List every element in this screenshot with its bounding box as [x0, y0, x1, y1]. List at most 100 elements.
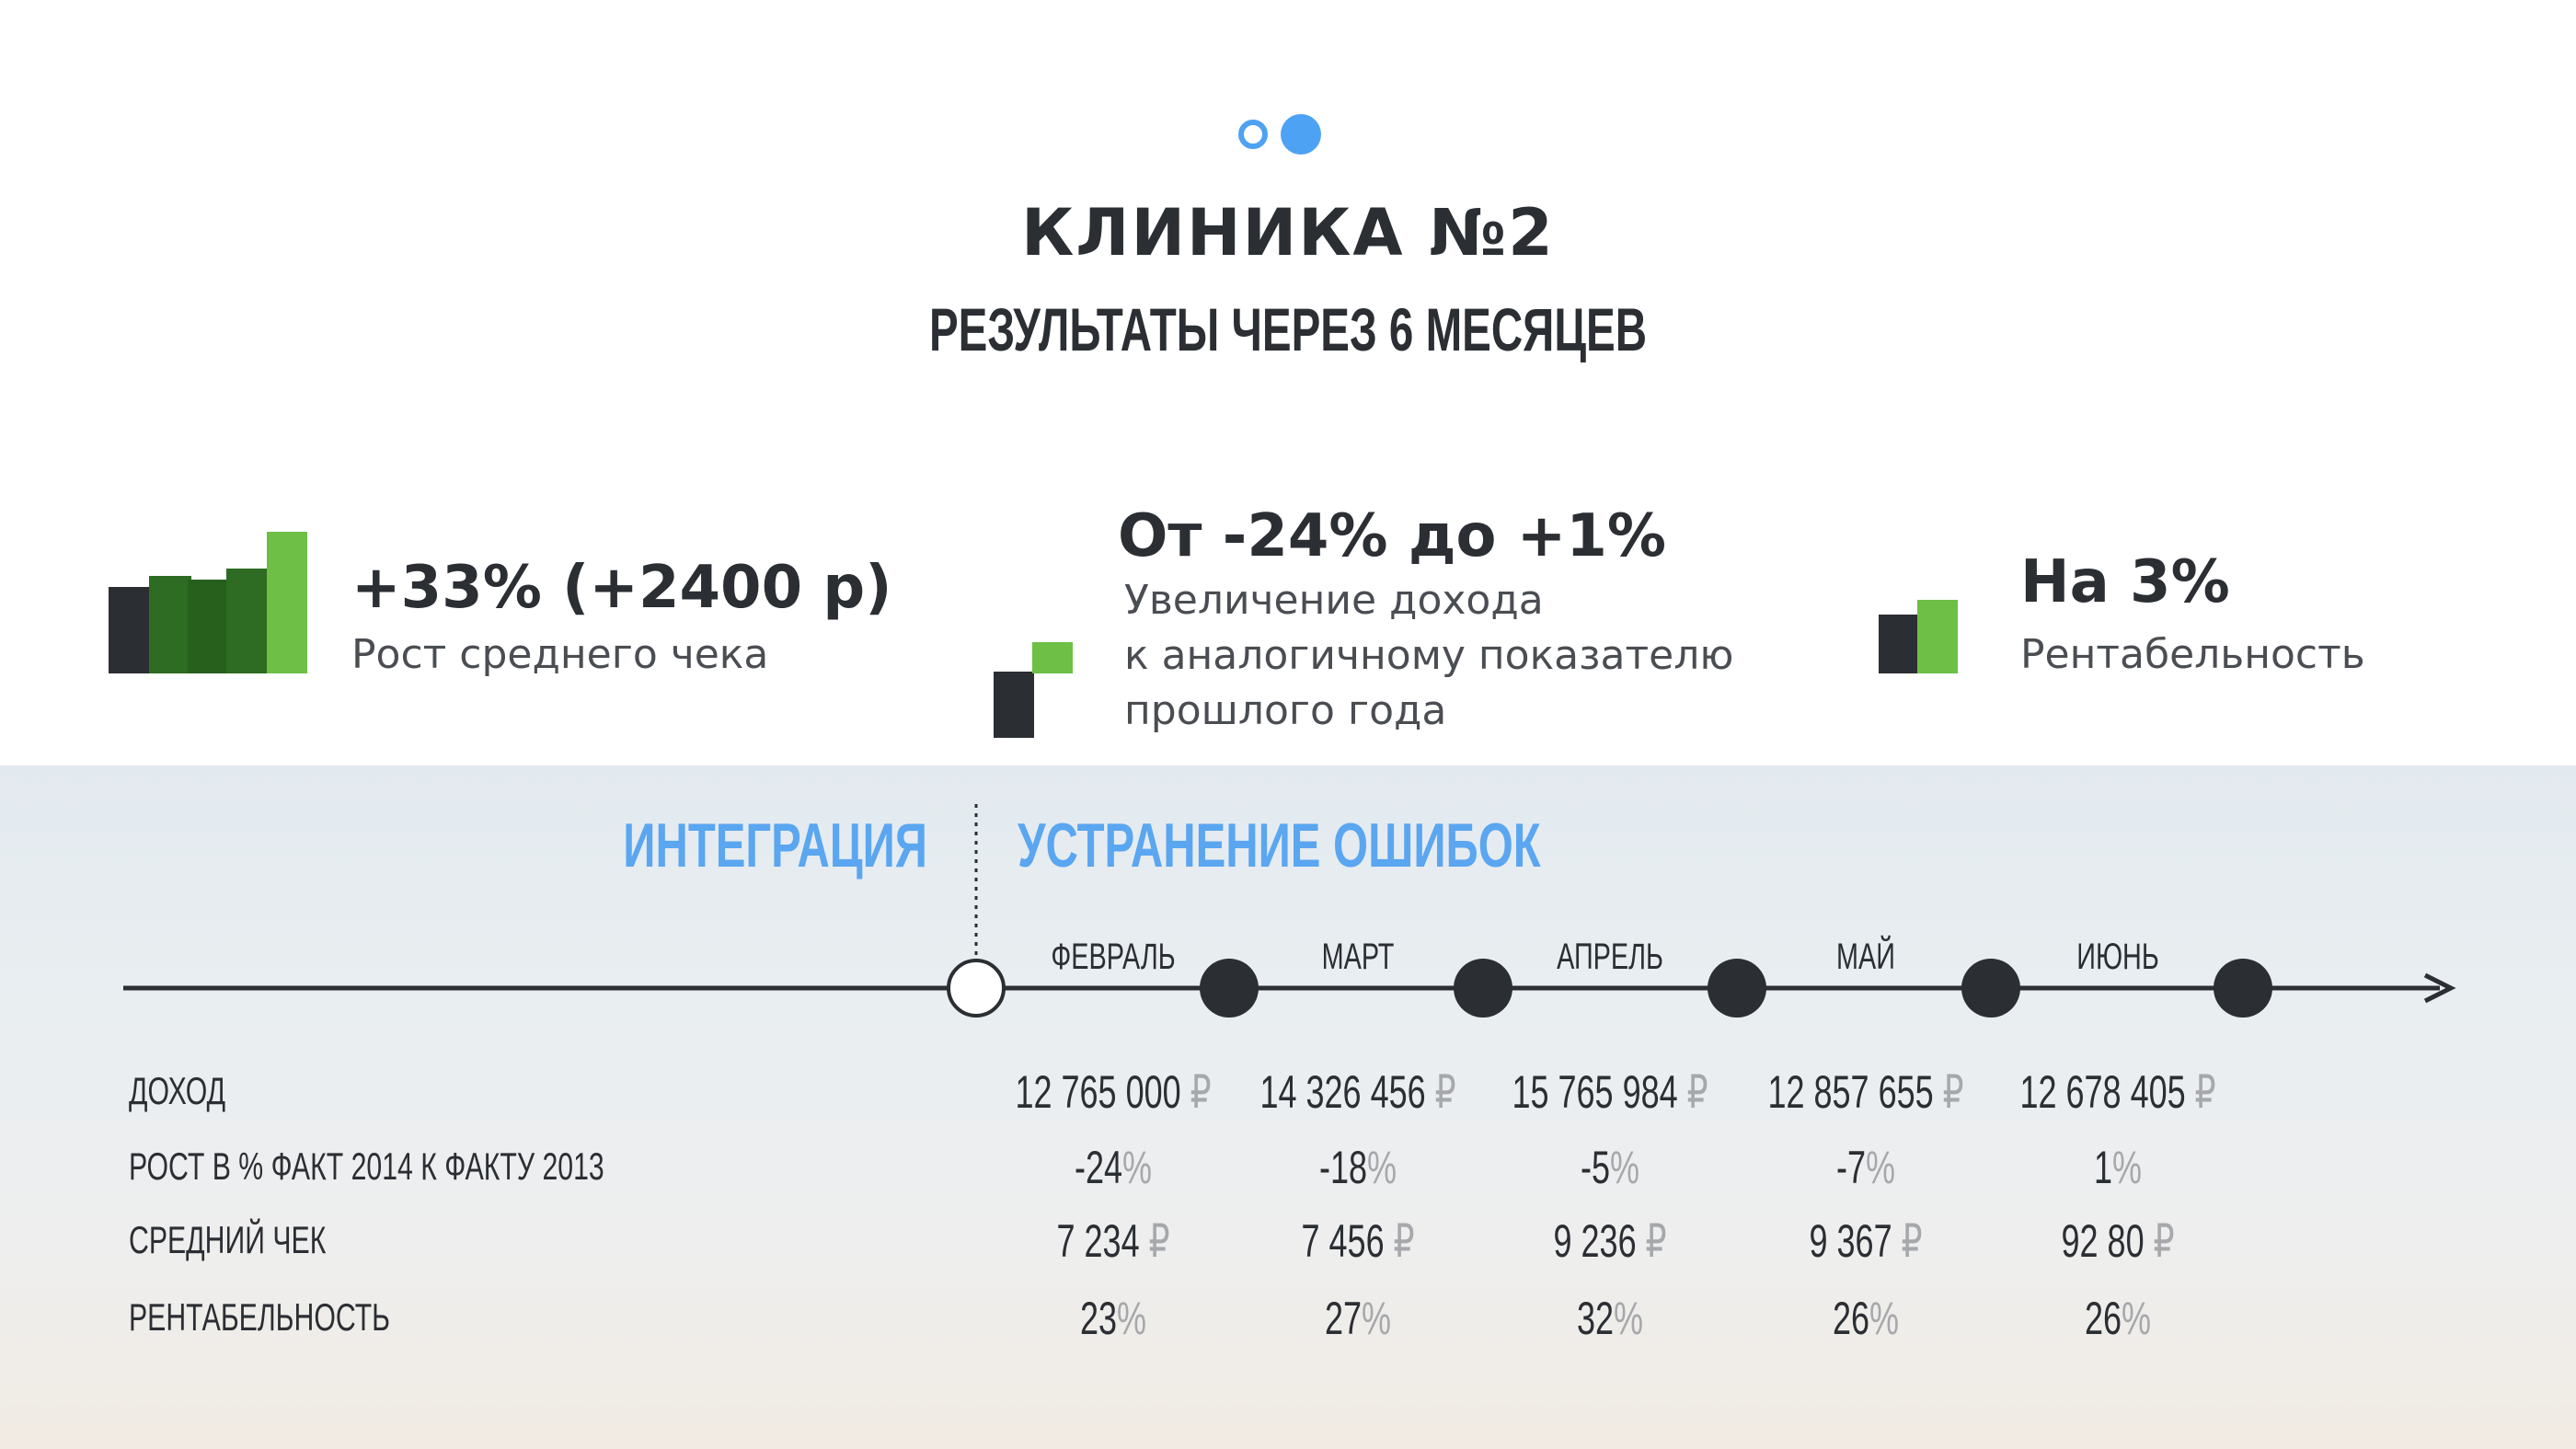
cell-wrap: 12 678 405 ₽ — [2019, 1065, 2390, 1119]
results-panel — [0, 765, 2576, 1449]
cell-unit: % — [1866, 1142, 1896, 1193]
cell-wrap: -24% — [1075, 1141, 1221, 1194]
phase-integration-wrap: ИНТЕГРАЦИЯ — [623, 810, 1350, 881]
cell-value: 12 857 655 — [1767, 1066, 1934, 1118]
timeline-node — [1708, 959, 1766, 1018]
timeline-node — [1961, 959, 2020, 1018]
cell-wrap: -7% — [1836, 1141, 1948, 1194]
table-cell: 7 456 ₽ — [1301, 1214, 1414, 1268]
timeline-node — [2214, 959, 2272, 1018]
stat-income-label-2: к аналогичному показателю — [1124, 632, 1734, 679]
cell-unit: ₽ — [1434, 1066, 1456, 1118]
stat-icons — [109, 532, 1958, 738]
stat-income-label-1: Увеличение дохода — [1124, 577, 1544, 624]
page-title: КЛИНИКА №2 — [1021, 195, 1555, 270]
table-cell: 9 236 ₽ — [1553, 1214, 1666, 1268]
cell-unit: % — [1610, 1142, 1640, 1193]
table-cell: 12 857 655 ₽ — [1767, 1065, 1963, 1119]
cell-wrap: 9 236 ₽ — [1553, 1214, 1767, 1268]
stat-profit-label: Рентабельность — [2020, 631, 2365, 678]
cell-value: 7 456 — [1301, 1215, 1385, 1267]
table-cell: 26% — [1833, 1292, 1899, 1345]
month-wrap-2: МАРТ — [1322, 937, 1458, 978]
cell-unit: % — [2112, 1142, 2143, 1193]
table-cell: 1% — [2094, 1141, 2142, 1194]
cell-value: -7 — [1835, 1142, 1866, 1193]
pager-dots — [1238, 114, 1321, 155]
cell-value: -18 — [1318, 1142, 1368, 1193]
cell-value: 15 765 984 — [1512, 1066, 1678, 1118]
cell-wrap: 12 857 655 ₽ — [1767, 1065, 2138, 1119]
table-cell: -7% — [1836, 1141, 1895, 1194]
cell-wrap: 26% — [2085, 1292, 2210, 1345]
cell-unit: ₽ — [1393, 1215, 1415, 1267]
table-cell: 15 765 984 ₽ — [1512, 1065, 1708, 1119]
cell-unit: % — [1869, 1293, 1900, 1344]
timeline-node — [1454, 959, 1512, 1018]
pager-dot-hollow-icon[interactable] — [1238, 120, 1268, 149]
table-cell: -18% — [1319, 1141, 1397, 1194]
table-cell: 92 80 ₽ — [2061, 1214, 2174, 1268]
month-wrap-3: АПРЕЛЬ — [1557, 937, 1758, 978]
cell-value: 12 678 405 — [2019, 1066, 2186, 1118]
row-label-avg-check: СРЕДНИЙ ЧЕК — [129, 1218, 327, 1261]
cell-unit: ₽ — [1686, 1066, 1708, 1118]
page-subtitle: РЕЗУЛЬТАТЫ ЧЕРЕЗ 6 МЕСЯЦЕВ — [928, 295, 1648, 363]
cell-wrap: 92 80 ₽ — [2061, 1214, 2275, 1268]
table-cell: 27% — [1325, 1292, 1391, 1345]
cell-unit: ₽ — [1645, 1215, 1667, 1267]
cell-value: 23 — [1079, 1293, 1118, 1344]
cell-unit: ₽ — [2153, 1215, 2175, 1267]
cell-unit: % — [1122, 1142, 1153, 1193]
cell-wrap: 23% — [1080, 1292, 1205, 1345]
pager-dot-filled-icon[interactable] — [1281, 114, 1321, 155]
cell-value: 26 — [2084, 1293, 2122, 1344]
cell-wrap: 32% — [1577, 1292, 1702, 1345]
timeline-start-node — [947, 959, 1006, 1018]
row-label-growth: РОСТ В % ФАКТ 2014 К ФАКТУ 2013 — [129, 1144, 604, 1188]
stat-income-value: От -24% до +1% — [1118, 502, 1667, 570]
cell-unit: % — [1367, 1142, 1397, 1193]
table-cell: 26% — [2085, 1292, 2151, 1345]
cell-wrap: 9 367 ₽ — [1809, 1214, 2023, 1268]
cell-unit: ₽ — [1942, 1066, 1964, 1118]
cell-value: 32 — [1576, 1293, 1615, 1344]
table-cell: 12 678 405 ₽ — [2019, 1065, 2215, 1119]
stat-profit-value: На 3% — [2020, 548, 2230, 616]
table-cell: 23% — [1080, 1292, 1146, 1345]
table-cell: 9 367 ₽ — [1809, 1214, 1922, 1268]
timeline-arrow-icon — [2423, 972, 2456, 1004]
row-label-income: ДОХОД — [129, 1069, 226, 1112]
month-label: АПРЕЛЬ — [1557, 937, 1663, 977]
cell-value: 92 80 — [2061, 1215, 2145, 1267]
cell-value: 27 — [1324, 1293, 1363, 1344]
stat-growth-value: +33% (+2400 р) — [351, 554, 892, 622]
cell-unit: ₽ — [1148, 1215, 1170, 1267]
cell-wrap: 26% — [1833, 1292, 1958, 1345]
cell-wrap: 14 326 456 ₽ — [1259, 1065, 1630, 1119]
cell-unit: ₽ — [1901, 1215, 1923, 1267]
cell-value: 9 236 — [1553, 1215, 1637, 1267]
step-bars-icon — [994, 642, 1073, 738]
month-wrap-5: ИЮНЬ — [2076, 937, 2232, 978]
cell-unit: % — [1362, 1293, 1392, 1344]
table-cell: -5% — [1581, 1141, 1639, 1194]
stat-growth-label: Рост среднего чека — [351, 631, 769, 678]
cell-wrap: 7 234 ₽ — [1056, 1214, 1271, 1268]
cell-wrap: 15 765 984 ₽ — [1512, 1065, 1882, 1119]
month-wrap-4: МАЙ — [1836, 937, 1948, 978]
table-cell: 32% — [1577, 1292, 1643, 1345]
timeline-node — [1200, 959, 1259, 1018]
cell-value: 12 765 000 — [1015, 1066, 1181, 1118]
cell-value: -24 — [1074, 1142, 1123, 1193]
cell-wrap: -5% — [1581, 1141, 1692, 1194]
cell-wrap: 7 456 ₽ — [1301, 1214, 1515, 1268]
month-label: ИЮНЬ — [2076, 937, 2159, 977]
cell-wrap: -18% — [1319, 1141, 1466, 1194]
table-cell: 12 765 000 ₽ — [1015, 1065, 1211, 1119]
month-wrap-1: ФЕВРАЛЬ — [1051, 937, 1286, 978]
cell-value: 1 — [2093, 1142, 2113, 1193]
month-label: МАРТ — [1321, 937, 1395, 977]
cell-unit: % — [1614, 1293, 1644, 1344]
